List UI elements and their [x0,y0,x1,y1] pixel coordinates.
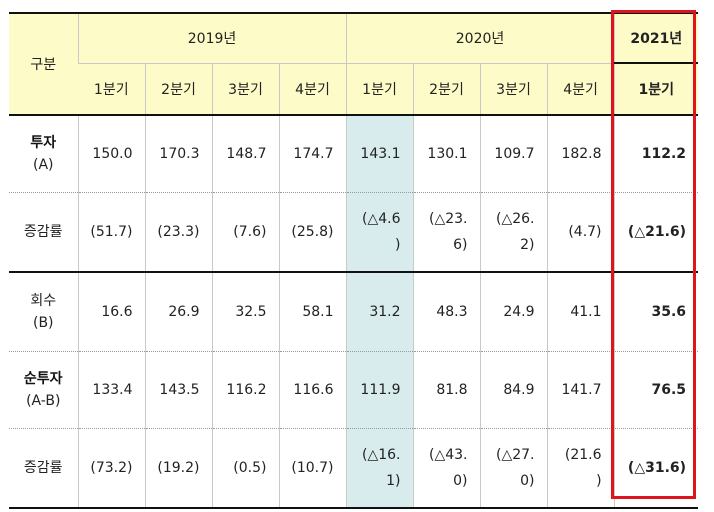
table-cell: 182.8 [546,115,615,193]
cell-line: (△27. [496,447,535,463]
table-cell: 130.1 [412,115,481,193]
header-year-row: 구분 2019년 2020년 2021년 [9,12,699,116]
table-cell: (△27. 0) [479,428,548,509]
q2-2020-header: 2분기 [412,63,481,116]
table-row-net-growth: 증감률 (73.2) (19.2) (0.5) (10.7) (△16. 1) … [9,428,699,509]
row-label-main: 순투자 [23,371,63,387]
table-row-net-investment: 순투자 (A-B) 133.4 143.5 116.2 116.6 111.9 … [9,351,699,429]
cell-line: (△16. [362,447,401,463]
cell-line: (△26. [496,211,535,227]
table-cell-highlighted: (△4.6 ) [345,192,414,272]
row-label-main: 증감률 [9,428,78,509]
table-cell: (△43. 0) [412,428,481,509]
cell-line: (△23. [429,211,468,227]
q1-2021-header: 1분기 [613,63,699,116]
table-cell: 48.3 [412,271,481,352]
cell-line: ) [596,473,602,489]
cell-line: (△4.6 [362,211,401,227]
table-cell-highlighted: 111.9 [345,351,414,429]
table-cell: 116.6 [278,351,347,429]
q4-2019-header: 4분기 [278,63,347,116]
table-cell: 150.0 [77,115,145,193]
table-cell: 170.3 [144,115,212,193]
table-cell: 24.9 [479,271,548,352]
table-row-recovery: 회수 (B) 16.6 26.9 32.5 58.1 31.2 48.3 24.… [9,271,699,352]
header-quarter-row: 1분기 2분기 3분기 4분기 1분기 2분기 3분기 4분기 1분기 [9,63,699,116]
cell-line: 2) [520,237,535,253]
row-label-sub: (B) [32,315,54,331]
table-cell: 26.9 [144,271,212,352]
year-2021-header: 2021년 [613,12,699,64]
year-2019-header: 2019년 [77,12,347,64]
row-label-main: 회수 [30,293,57,309]
q1-2020-header: 1분기 [345,63,414,116]
table-cell-2021: 35.6 [613,271,699,352]
table-cell: 58.1 [278,271,347,352]
table-cell-2021: (△21.6) [613,192,699,272]
table-cell-highlighted: 143.1 [345,115,414,193]
table-cell: 148.7 [211,115,279,193]
table-cell: 81.8 [412,351,481,429]
cell-line: 1) [386,473,401,489]
table-cell-highlighted: 31.2 [345,271,414,352]
cell-line: (21.6 [564,447,602,463]
table-cell: (25.8) [278,192,347,272]
table-cell: (△23. 6) [412,192,481,272]
q2-2019-header: 2분기 [144,63,212,116]
table-cell: 109.7 [479,115,548,193]
table-cell-2021: 112.2 [613,115,699,193]
row-label-main: 투자 [30,135,57,151]
table-cell: (73.2) [77,428,145,509]
category-header: 구분 [9,12,78,116]
table-row-investment-growth: 증감률 (51.7) (23.3) (7.6) (25.8) (△4.6 ) (… [9,192,699,272]
row-label-sub: (A-B) [26,393,61,409]
row-label-main: 증감률 [9,192,78,272]
table-cell: (4.7) [546,192,615,272]
row-label: 순투자 (A-B) [9,351,78,429]
table-cell-highlighted: (△16. 1) [345,428,414,509]
table-cell: (19.2) [144,428,212,509]
table-cell: 133.4 [77,351,145,429]
table-cell-2021: (△31.6) [613,428,699,509]
row-label: 회수 (B) [9,271,78,352]
table-cell: (△26. 2) [479,192,548,272]
table-cell: (0.5) [211,428,279,509]
cell-line: 0) [520,473,535,489]
table-cell: (7.6) [211,192,279,272]
investment-table: 구분 2019년 2020년 2021년 1분기 2분기 3분기 4분기 1분기… [9,12,699,509]
q1-2019-header: 1분기 [78,63,145,116]
table-cell: (23.3) [144,192,212,272]
table-cell: 141.7 [546,351,615,429]
table-cell: (21.6 ) [546,428,615,509]
table-row-investment: 투자 (A) 150.0 170.3 148.7 174.7 143.1 130… [9,115,699,193]
table-cell: 174.7 [278,115,347,193]
year-2020-header: 2020년 [345,12,615,64]
cell-line: 6) [453,237,468,253]
table-cell: 143.5 [144,351,212,429]
q4-2020-header: 4분기 [546,63,615,116]
table-cell: 16.6 [77,271,145,352]
table-cell: 32.5 [211,271,279,352]
q3-2019-header: 3분기 [211,63,279,116]
cell-line: 0) [453,473,468,489]
table-cell: 116.2 [211,351,279,429]
table-cell-2021: 76.5 [613,351,699,429]
q3-2020-header: 3분기 [479,63,548,116]
cell-line: (△43. [429,447,468,463]
cell-line: ) [395,237,401,253]
table-cell: (51.7) [77,192,145,272]
row-label: 투자 (A) [9,115,78,193]
table-cell: (10.7) [278,428,347,509]
row-label-sub: (A) [32,157,54,173]
table-cell: 84.9 [479,351,548,429]
table-cell: 41.1 [546,271,615,352]
